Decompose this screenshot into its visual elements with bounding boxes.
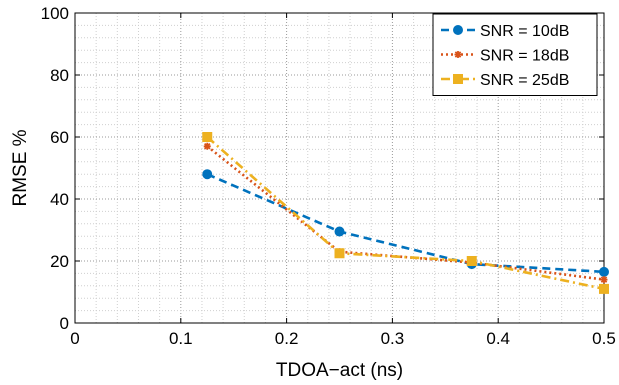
legend-item: SNR = 25dB — [441, 72, 569, 89]
x-tick-label: 0.1 — [169, 329, 193, 348]
x-axis-label: TDOA−act (ns) — [276, 360, 403, 381]
legend-marker — [453, 74, 463, 84]
data-point — [466, 256, 477, 266]
legend-label: SNR = 10dB — [480, 23, 569, 40]
x-tick-label: 0.4 — [486, 329, 510, 348]
series-line — [206, 145, 605, 281]
x-tick-label: 0.3 — [381, 329, 405, 348]
series-1 — [202, 169, 609, 277]
series-group — [202, 132, 609, 294]
data-point — [334, 226, 345, 237]
legend-item: SNR = 10dB — [441, 23, 569, 40]
series-3 — [202, 132, 609, 294]
x-tick-label: 0 — [70, 329, 79, 348]
y-tick-label: 100 — [41, 4, 69, 23]
x-tick-label: 0.5 — [592, 329, 616, 348]
legend-marker — [454, 51, 462, 58]
data-point — [334, 248, 345, 259]
y-tick-label: 0 — [60, 314, 69, 333]
data-point — [202, 169, 213, 180]
data-point — [599, 283, 609, 294]
plot-frame — [74, 12, 605, 324]
series-2 — [203, 142, 608, 284]
axis-ticks: 0 0.1 0.2 0.3 0.4 0.5 0 20 40 60 80 100 — [41, 4, 616, 348]
series-line — [206, 173, 605, 274]
legend: SNR = 10dB SNR = 18dB SNR = 25dB — [432, 13, 598, 96]
data-point — [599, 266, 609, 277]
y-tick-label: 80 — [50, 66, 69, 85]
y-tick-label: 20 — [50, 252, 69, 271]
x-tick-label: 0.2 — [275, 329, 299, 348]
legend-label: SNR = 25dB — [480, 72, 569, 89]
legend-marker — [453, 25, 463, 35]
series-line — [206, 136, 605, 291]
y-tick-label: 60 — [50, 128, 69, 147]
data-point — [202, 132, 213, 142]
legend-item: SNR = 18dB — [441, 48, 569, 65]
data-point — [600, 276, 608, 284]
y-tick-label: 40 — [50, 190, 69, 209]
data-point — [203, 142, 211, 150]
y-axis-label: RMSE % — [10, 129, 31, 206]
legend-label: SNR = 18dB — [480, 48, 569, 65]
